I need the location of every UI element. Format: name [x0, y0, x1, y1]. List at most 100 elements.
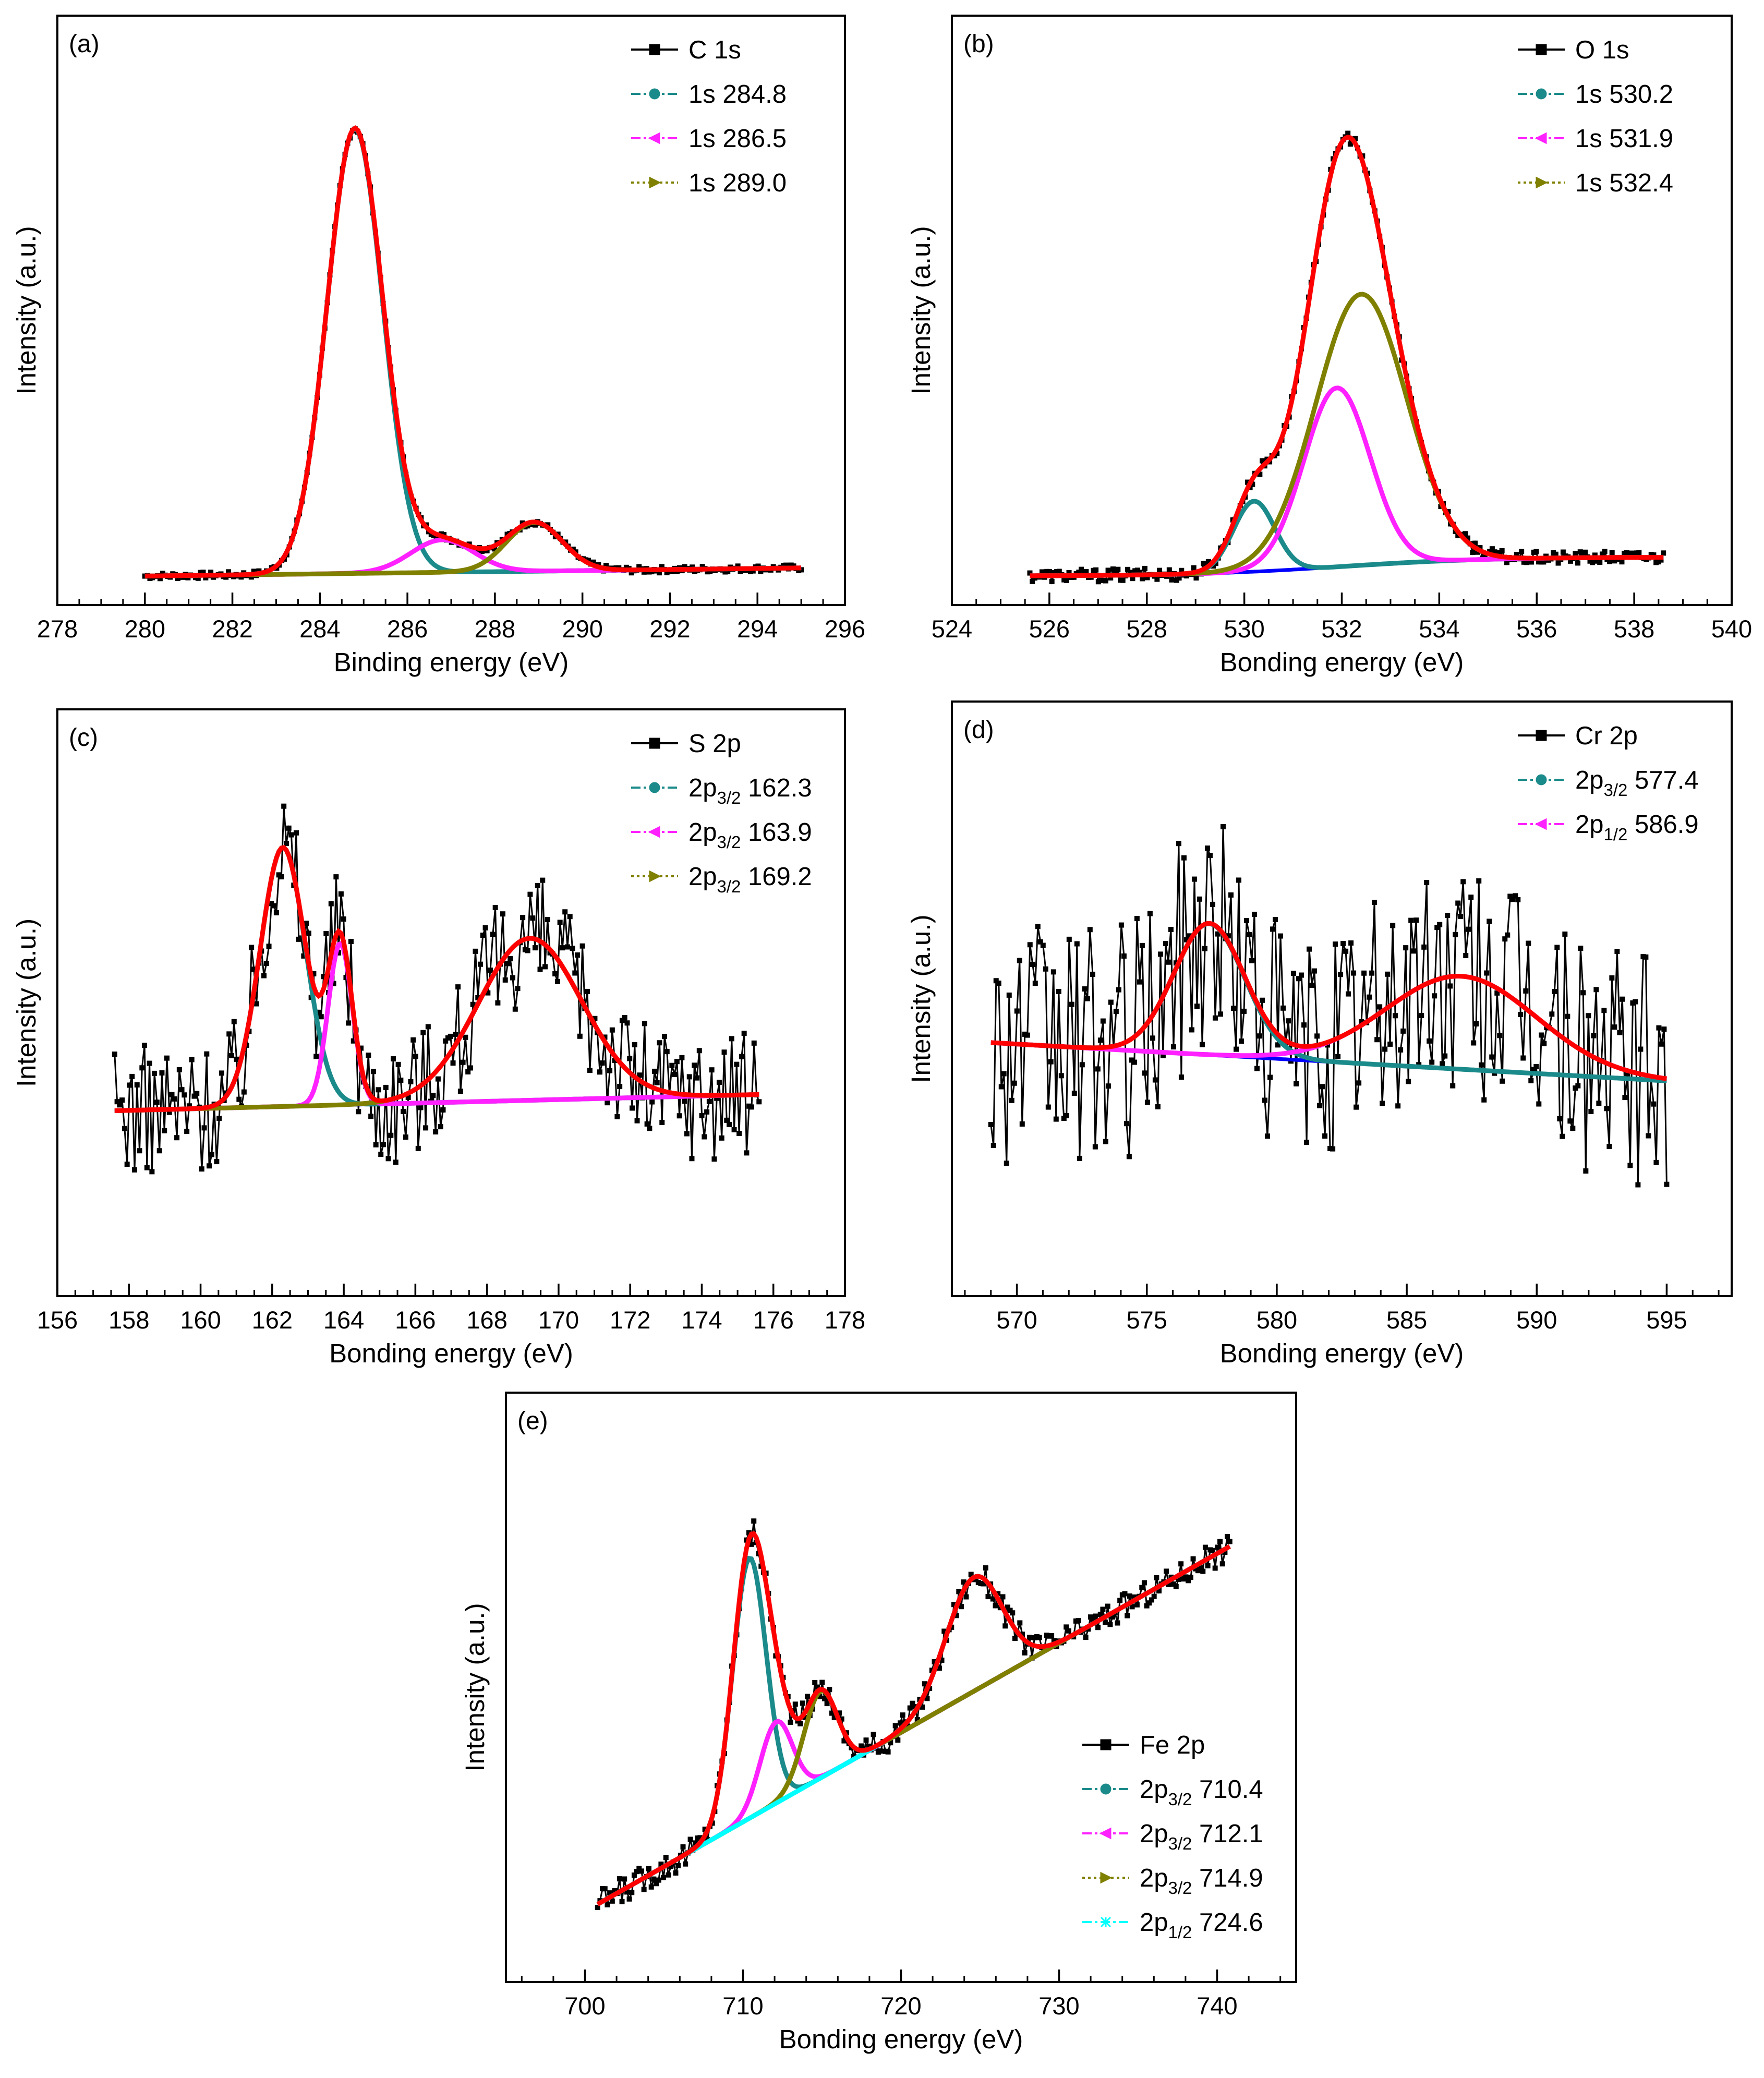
raw-data-point — [1361, 970, 1367, 976]
raw-data-point — [1380, 1101, 1385, 1106]
raw-data-point — [1354, 1104, 1359, 1110]
raw-data-point — [1450, 1083, 1456, 1089]
raw-data-point — [1009, 1097, 1014, 1103]
legend-swatch-marker — [1535, 132, 1547, 144]
raw-data-point — [527, 891, 533, 897]
raw-data-point — [1058, 1073, 1064, 1079]
raw-data-point — [385, 1156, 391, 1162]
raw-data-point — [1591, 1033, 1597, 1038]
raw-data-point — [1244, 918, 1250, 924]
x-tick-label: 536 — [1516, 615, 1557, 643]
raw-data-point — [229, 1053, 235, 1058]
raw-data-point — [1387, 1041, 1393, 1047]
legend-entry-subscript: 1/2 — [1604, 825, 1628, 844]
raw-data-point — [1549, 1011, 1555, 1017]
raw-data-point — [1393, 1013, 1398, 1019]
x-tick-label: 278 — [37, 615, 78, 643]
raw-data-point — [637, 1072, 643, 1078]
series-envelope-line — [596, 1531, 1231, 1906]
raw-data-point — [1413, 917, 1419, 923]
raw-data-point — [1230, 1006, 1236, 1011]
x-tick-label: 158 — [108, 1306, 149, 1334]
raw-data-point — [624, 1020, 630, 1026]
raw-data-point — [1220, 824, 1226, 829]
raw-data-point — [798, 1721, 803, 1726]
raw-data-point — [1166, 567, 1172, 573]
raw-data-point — [585, 988, 590, 994]
raw-data-point — [1227, 1539, 1233, 1544]
raw-data-point — [1406, 1079, 1411, 1084]
raw-data-point — [1432, 993, 1437, 999]
raw-data-point — [1189, 1027, 1194, 1033]
raw-data-point — [1351, 970, 1357, 976]
x-tick-label: 156 — [37, 1306, 78, 1334]
raw-data-point — [646, 1866, 652, 1871]
raw-data-point — [263, 961, 269, 966]
raw-data-point — [1115, 1620, 1120, 1626]
raw-data-point — [530, 915, 536, 921]
legend-swatch-marker — [1536, 88, 1547, 100]
raw-data-point — [1168, 927, 1174, 933]
raw-data-point — [1601, 1008, 1607, 1013]
legend-entry-text: 2p3/2 169.2 — [688, 863, 812, 896]
raw-data-point — [1095, 1066, 1101, 1072]
raw-data-point — [323, 931, 329, 936]
raw-data-point — [1578, 945, 1584, 951]
panel-label: (d) — [963, 716, 994, 744]
x-tick-label: 540 — [1711, 615, 1752, 643]
raw-data-point — [1262, 1097, 1268, 1103]
raw-data-point — [1437, 922, 1443, 927]
raw-data-point — [1440, 1061, 1445, 1067]
raw-data-point — [609, 1027, 615, 1033]
raw-data-point — [988, 1122, 994, 1128]
raw-data-point — [562, 909, 568, 915]
raw-data-point — [1110, 566, 1116, 572]
raw-data-point — [286, 825, 292, 831]
legend-entry-subscript: 3/2 — [717, 788, 741, 807]
raw-data-point — [1505, 932, 1511, 938]
raw-data-point — [1154, 1575, 1159, 1580]
x-tick-label: 294 — [737, 615, 778, 643]
raw-data-point — [403, 1134, 408, 1140]
raw-data-point — [1204, 845, 1210, 851]
raw-data-point — [664, 1049, 670, 1055]
raw-data-point — [895, 1737, 901, 1743]
raw-data-point — [1533, 549, 1539, 554]
x-tick-label: 176 — [753, 1306, 794, 1334]
panel-label: (c) — [69, 724, 98, 752]
legend-entry-subscript: 3/2 — [1604, 780, 1628, 800]
raw-data-point — [721, 1049, 727, 1055]
raw-data-point — [1643, 954, 1649, 960]
raw-data-point — [467, 1065, 473, 1071]
raw-data-point — [1118, 922, 1124, 928]
legend-entry-main: S 2p — [688, 730, 741, 758]
raw-data-point — [1260, 997, 1265, 1003]
raw-data-point — [751, 1040, 757, 1046]
raw-data-point — [122, 1126, 127, 1131]
raw-data-point — [683, 1861, 688, 1867]
panel-1: 524 526 528 530 532 534 536 538 540 Bonding energ… — [906, 15, 1752, 677]
x-tick-label: 296 — [825, 615, 865, 643]
raw-data-point — [1225, 1534, 1230, 1540]
legend-entry-text: S 2p — [688, 730, 741, 758]
x-tick-label: 524 — [932, 615, 972, 643]
legend-entry-subscript: 3/2 — [1168, 1878, 1192, 1898]
raw-data-point — [983, 1565, 988, 1571]
raw-data-point — [1194, 1004, 1200, 1009]
legend-entry-subscript: 3/2 — [1168, 1834, 1192, 1853]
raw-data-point — [1024, 1032, 1030, 1038]
raw-data-point — [922, 1681, 927, 1687]
raw-data-point — [1476, 878, 1482, 884]
raw-data-point — [629, 1890, 635, 1895]
raw-data-point — [1147, 911, 1153, 916]
raw-data-point — [1377, 1004, 1383, 1010]
raw-data-point — [659, 1119, 665, 1125]
legend-swatch-marker — [1100, 1916, 1111, 1928]
raw-data-point — [647, 1126, 653, 1131]
raw-data-point — [1066, 936, 1072, 942]
raw-data-point — [1560, 1133, 1565, 1139]
series-envelope-line — [990, 921, 1668, 1081]
raw-data-point — [1661, 1026, 1667, 1032]
